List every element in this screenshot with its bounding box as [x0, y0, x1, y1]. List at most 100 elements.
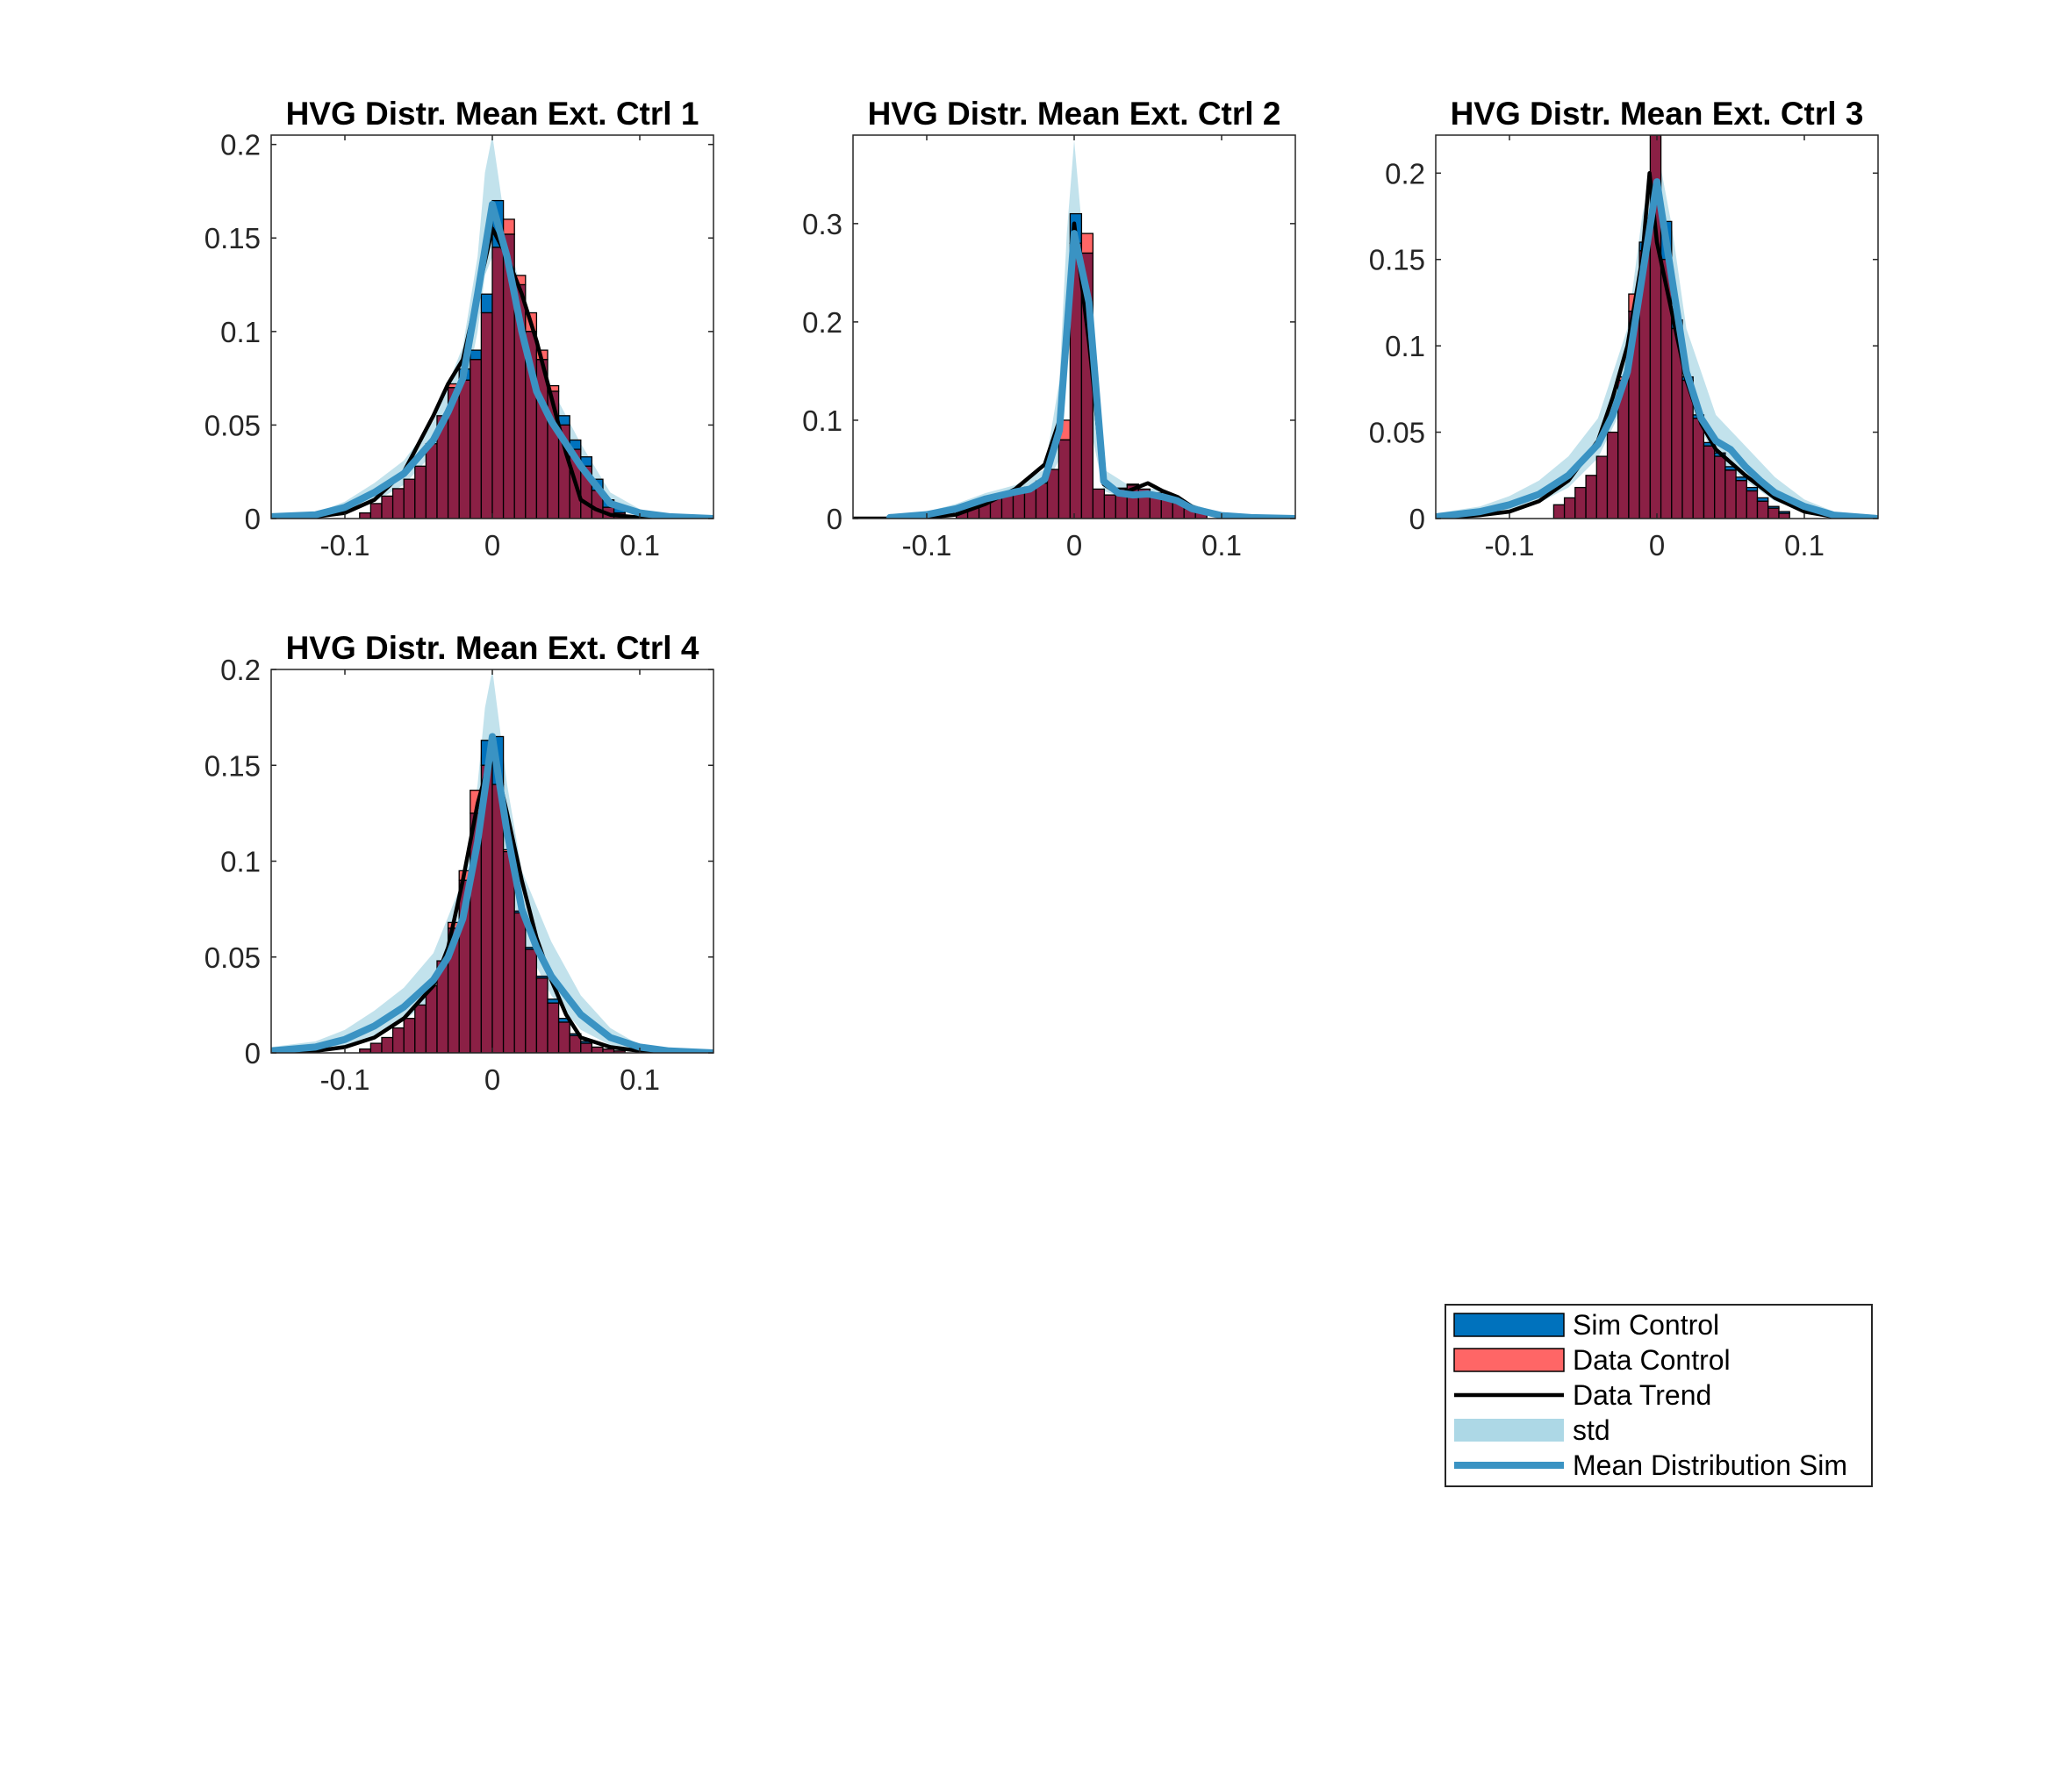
histogram-bar: [1574, 486, 1587, 519]
histogram-bar: [535, 977, 548, 1053]
histogram-bar: [547, 1002, 560, 1053]
histogram-bar: [403, 1018, 416, 1053]
y-tick-label: 0.1: [802, 404, 842, 437]
histogram-bar: [369, 503, 383, 519]
panel-2: -0.1 0 0.1 0 0.1 0.2 0.3 HVG Distr. Mean Ext. C…: [802, 96, 1296, 562]
histogram-bar: [557, 1021, 570, 1053]
panel-title: HVG Distr. Mean Ext. Ctrl 1: [286, 96, 699, 132]
histogram-bar: [381, 1036, 394, 1053]
histogram-bar-excess: [547, 998, 560, 1004]
histogram-bar-excess: [480, 293, 493, 314]
legend-label: Data Trend: [1573, 1379, 1711, 1411]
histogram-bar: [369, 1042, 383, 1053]
histogram-bar: [425, 443, 438, 519]
histogram-bar-excess: [470, 349, 483, 361]
histogram-bar: [391, 488, 405, 519]
histogram-bar: [1724, 469, 1737, 519]
x-tick-label: 0.1: [1201, 529, 1242, 562]
x-tick-label: -0.1: [320, 529, 370, 562]
y-tick-label: 0: [245, 1037, 261, 1070]
legend-item-std-band: std: [1454, 1414, 1610, 1446]
y-tick-label: 0.05: [1369, 417, 1425, 449]
panel-title: HVG Distr. Mean Ext. Ctrl 3: [1451, 96, 1864, 132]
histogram-bar: [1606, 431, 1619, 519]
histogram-bar: [502, 850, 515, 1053]
panel-title: HVG Distr. Mean Ext. Ctrl 2: [868, 96, 1281, 132]
panel-title: HVG Distr. Mean Ext. Ctrl 4: [286, 630, 699, 666]
histogram-bar: [1703, 445, 1716, 519]
x-tick-label: 0.1: [620, 1063, 660, 1096]
mean-distribution-line: [271, 200, 713, 519]
histogram-bar-excess: [1080, 233, 1094, 254]
y-tick-label: 0.05: [204, 409, 261, 441]
histogram-bar: [1735, 480, 1747, 519]
y-tick-label: 0.3: [802, 208, 842, 240]
histogram-bar: [1595, 455, 1609, 519]
x-tick-label: 0.1: [620, 529, 660, 562]
panel-4: -0.1 0 0.1 0 0.05 0.1 0.15 0.2 HVG Distr. Mean E…: [204, 630, 714, 1096]
legend-item-mean-sim: Mean Distribution Sim: [1454, 1449, 1847, 1481]
histogram-bar: [403, 478, 416, 519]
legend-label: Mean Distribution Sim: [1573, 1449, 1847, 1481]
histogram-bar: [1058, 439, 1072, 519]
x-tick-label: 0: [1066, 529, 1082, 562]
legend-swatch: [1453, 1348, 1565, 1372]
y-tick-label: 0.1: [220, 316, 261, 348]
histogram-bar: [1103, 494, 1117, 519]
histogram-bar: [1692, 418, 1705, 519]
histogram-bar: [391, 1027, 405, 1053]
y-tick-label: 0.1: [1385, 330, 1425, 362]
plot-contents: [853, 140, 1295, 519]
y-tick-label: 0: [827, 503, 842, 535]
legend-item-sim-control: Sim Control: [1453, 1309, 1719, 1341]
x-tick-label: -0.1: [1485, 529, 1535, 562]
histogram-bar: [491, 784, 505, 1053]
histogram-bar: [414, 465, 427, 519]
histogram-bar: [1756, 500, 1769, 519]
y-tick-label: 0.2: [802, 306, 842, 339]
legend-item-data-control: Data Control: [1453, 1344, 1731, 1376]
plot-contents: [271, 669, 713, 1053]
x-tick-label: 0.1: [1784, 529, 1825, 562]
x-tick-label: 0: [1649, 529, 1665, 562]
y-tick-label: 0.15: [204, 222, 261, 254]
y-tick-label: 0.15: [1369, 244, 1425, 276]
x-tick-label: 0: [484, 1063, 500, 1096]
histogram-bar: [1767, 507, 1780, 519]
histogram-bar: [491, 247, 505, 519]
mean-distribution-line: [1436, 178, 1878, 519]
y-tick-label: 0.05: [204, 941, 261, 974]
y-tick-label: 0: [1409, 503, 1425, 535]
panel-3: -0.1 0 0.1 0 0.05 0.1 0.15 0.2 HVG Distr. Mean E…: [1369, 96, 1879, 562]
legend-label: std: [1573, 1414, 1610, 1446]
y-tick-label: 0.2: [1385, 157, 1425, 190]
histogram-bar-excess: [502, 218, 515, 235]
histogram-bar: [425, 984, 438, 1053]
histogram-bar: [414, 1004, 427, 1053]
histogram-bar: [1585, 475, 1597, 519]
histogram-bar: [513, 912, 527, 1053]
panels: -0.1 0 0.1 0 0.05 0.1 0.15 0.2 HVG Distr. Mean E…: [204, 96, 1879, 1096]
histogram-bar: [1714, 455, 1726, 519]
histogram-bar: [1552, 504, 1566, 519]
histogram-bar: [525, 948, 538, 1053]
legend-label: Data Control: [1573, 1344, 1731, 1376]
panel-1: -0.1 0 0.1 0 0.05 0.1 0.15 0.2 HVG Distr. Mean E…: [204, 96, 714, 562]
y-tick-label: 0.15: [204, 749, 261, 782]
y-tick-label: 0.1: [220, 846, 261, 878]
y-tick-label: 0.2: [220, 129, 261, 161]
legend-label: Sim Control: [1573, 1309, 1719, 1341]
histogram-bar: [359, 512, 372, 519]
histogram-bar: [1092, 488, 1106, 519]
histogram-bar: [613, 1050, 626, 1053]
histogram-bar: [480, 311, 493, 519]
x-tick-label: -0.1: [902, 529, 952, 562]
legend-swatch: [1453, 1313, 1565, 1337]
x-tick-label: 0: [484, 529, 500, 562]
x-tick-label: -0.1: [320, 1063, 370, 1096]
legend-swatch: [1454, 1419, 1564, 1442]
histogram-bar: [1563, 497, 1576, 519]
